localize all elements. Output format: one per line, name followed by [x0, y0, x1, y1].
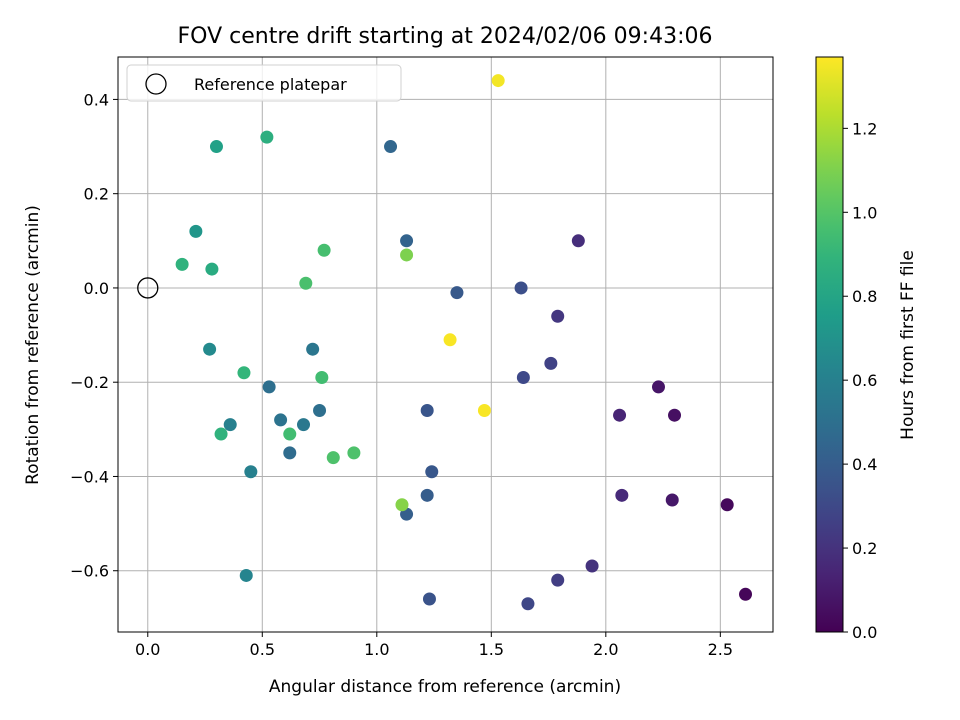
y-axis-label: Rotation from reference (arcmin) — [23, 205, 43, 485]
data-point — [313, 403, 327, 417]
data-point — [613, 408, 627, 422]
data-point — [297, 418, 311, 432]
x-tick-label: 0.5 — [250, 640, 275, 659]
data-point — [209, 140, 223, 154]
data-point — [668, 408, 682, 422]
data-point — [260, 130, 274, 144]
data-point — [521, 597, 535, 611]
data-point — [477, 403, 491, 417]
colorbar-tick-label: 0.0 — [852, 623, 877, 642]
colorbar: 0.0 0.2 0.4 0.6 0.8 1.0 1.2 Hours from first F… — [815, 56, 918, 642]
data-point — [651, 380, 665, 394]
data-point — [739, 587, 753, 601]
data-point — [551, 309, 565, 323]
colorbar-tick-label: 0.8 — [852, 287, 877, 306]
data-point — [223, 418, 237, 432]
data-points — [175, 74, 753, 611]
data-point — [395, 498, 409, 512]
reference-marker — [137, 277, 159, 299]
data-point — [175, 257, 189, 271]
data-point — [205, 262, 219, 276]
data-point — [443, 333, 457, 347]
data-point — [422, 592, 436, 606]
data-point — [425, 465, 439, 479]
data-point — [347, 446, 361, 460]
data-point — [283, 427, 297, 441]
plot-frame — [117, 56, 774, 633]
data-point — [315, 370, 329, 384]
x-axis-label: Angular distance from reference (arcmin) — [269, 677, 621, 697]
colorbar-tick-label: 1.2 — [852, 119, 877, 138]
colorbar-tick-label: 1.0 — [852, 203, 877, 222]
data-point — [516, 370, 530, 384]
x-tick-label: 2.0 — [593, 640, 618, 659]
data-point — [306, 342, 320, 356]
y-tick-label: −0.2 — [70, 373, 109, 392]
colorbar-gradient — [815, 56, 844, 633]
data-point — [384, 140, 398, 154]
x-axis-ticks: 0.0 0.5 1.0 1.5 2.0 2.5 — [135, 632, 733, 659]
y-tick-label: −0.6 — [70, 562, 109, 581]
x-tick-label: 0.0 — [135, 640, 160, 659]
data-point — [239, 568, 253, 582]
legend-reference-marker — [145, 73, 167, 95]
x-tick-label: 1.0 — [364, 640, 389, 659]
data-point — [585, 559, 599, 573]
data-point — [514, 281, 528, 295]
colorbar-label: Hours from first FF file — [898, 250, 918, 440]
data-point — [237, 366, 251, 380]
y-tick-label: 0.4 — [84, 90, 109, 109]
data-point — [551, 573, 565, 587]
data-point — [214, 427, 228, 441]
data-point — [420, 403, 434, 417]
data-point — [274, 413, 288, 427]
data-point — [262, 380, 276, 394]
x-tick-label: 2.5 — [708, 640, 733, 659]
legend-entry-reference: Reference platepar — [194, 75, 347, 94]
data-point — [299, 276, 313, 290]
x-tick-label: 1.5 — [479, 640, 504, 659]
data-point — [571, 234, 585, 248]
data-point — [317, 243, 331, 257]
data-point — [400, 248, 414, 262]
legend: Reference platepar — [126, 64, 402, 102]
colorbar-tick-label: 0.6 — [852, 371, 877, 390]
colorbar-tick-label: 0.4 — [852, 455, 877, 474]
colorbar-ticks: 0.0 0.2 0.4 0.6 0.8 1.0 1.2 — [843, 119, 877, 642]
data-point — [283, 446, 297, 460]
data-point — [491, 74, 505, 88]
data-point — [326, 451, 340, 465]
data-point — [203, 342, 217, 356]
data-point — [544, 356, 558, 370]
data-point — [420, 488, 434, 502]
colorbar-tick-label: 0.2 — [852, 539, 877, 558]
data-point — [400, 234, 414, 248]
y-axis-ticks: 0.4 0.2 0.0 −0.2 −0.4 −0.6 — [70, 90, 118, 581]
data-point — [665, 493, 679, 507]
reference-point — [137, 277, 159, 299]
data-point — [189, 224, 203, 238]
legend-box — [126, 64, 402, 102]
data-point — [720, 498, 734, 512]
y-tick-label: −0.4 — [70, 467, 109, 486]
data-point — [450, 286, 464, 300]
data-point — [615, 488, 629, 502]
chart-title: FOV centre drift starting at 2024/02/06 … — [178, 24, 713, 49]
data-point — [244, 465, 258, 479]
y-tick-label: 0.2 — [84, 185, 109, 204]
y-tick-label: 0.0 — [84, 279, 109, 298]
